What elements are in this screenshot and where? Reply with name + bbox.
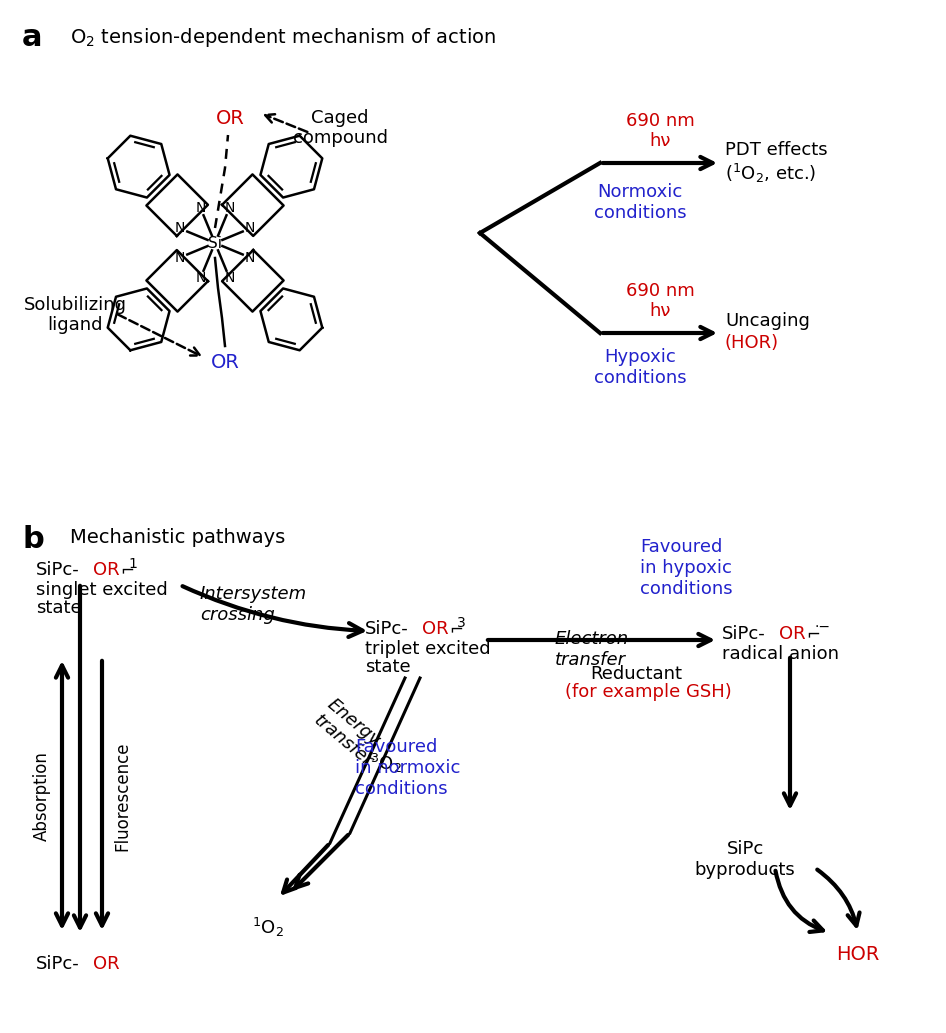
Text: SiPc
byproducts: SiPc byproducts [694,840,796,879]
Text: Electron
transfer: Electron transfer [555,630,629,668]
Text: N: N [245,251,255,264]
Text: SiPc-: SiPc- [36,954,79,973]
Text: 690 nm: 690 nm [625,112,694,130]
Text: hν: hν [649,302,671,320]
Text: N: N [195,200,205,215]
Text: OR: OR [93,561,119,580]
Text: PDT effects
($^1$O$_2$, etc.): PDT effects ($^1$O$_2$, etc.) [725,140,828,185]
Text: state: state [36,599,81,617]
Text: $^1$O$_2$: $^1$O$_2$ [252,916,284,939]
Text: Energy
transfer: Energy transfer [310,695,390,771]
Text: Hypoxic
conditions: Hypoxic conditions [594,348,686,386]
Text: 690 nm: 690 nm [625,282,694,300]
Text: hν: hν [649,132,671,150]
Text: N: N [224,271,235,285]
Text: Uncaging: Uncaging [725,312,810,330]
Text: singlet excited: singlet excited [36,581,167,599]
Text: Intersystem
crossing: Intersystem crossing [200,585,307,624]
Text: b: b [22,525,44,554]
Text: Si: Si [208,236,222,250]
Text: Fluorescence: Fluorescence [113,742,131,851]
Text: radical anion: radical anion [722,645,839,663]
Text: Favoured
in hypoxic
conditions: Favoured in hypoxic conditions [640,538,732,598]
Text: ·−: ·− [814,621,830,635]
Text: (for example GSH): (for example GSH) [565,683,732,701]
Text: ⌐: ⌐ [449,620,463,638]
Text: a: a [22,23,43,52]
Text: OR: OR [216,108,244,127]
Text: 3: 3 [457,616,465,630]
Text: Reductant: Reductant [590,665,682,683]
Text: N: N [195,271,205,285]
Text: 1: 1 [128,557,137,571]
Text: Solubilizing
ligand: Solubilizing ligand [24,295,127,335]
Text: N: N [175,221,185,236]
Text: SiPc-: SiPc- [36,561,79,580]
Text: O$_2$ tension-dependent mechanism of action: O$_2$ tension-dependent mechanism of act… [70,26,496,49]
Text: Mechanistic pathways: Mechanistic pathways [70,528,286,547]
Text: $^3$O$_2$: $^3$O$_2$ [370,751,402,775]
Text: ⌐: ⌐ [806,625,820,643]
Text: OR: OR [422,620,448,638]
Text: HOR: HOR [836,945,880,964]
Text: N: N [224,200,235,215]
Text: Caged
compound: Caged compound [292,108,388,148]
Text: OR: OR [779,625,806,643]
Text: Absorption: Absorption [33,751,51,841]
Text: SiPc-: SiPc- [365,620,409,638]
Text: triplet excited: triplet excited [365,640,491,658]
Text: Normoxic
conditions: Normoxic conditions [594,183,686,222]
Text: Favoured
in normoxic
conditions: Favoured in normoxic conditions [355,738,461,797]
Text: N: N [175,251,185,264]
Text: ⌐: ⌐ [120,561,134,580]
Text: state: state [365,658,411,676]
Text: (HOR): (HOR) [725,334,780,352]
Text: OR: OR [93,954,119,973]
Text: OR: OR [211,353,239,373]
Text: SiPc-: SiPc- [722,625,765,643]
Text: N: N [245,221,255,236]
